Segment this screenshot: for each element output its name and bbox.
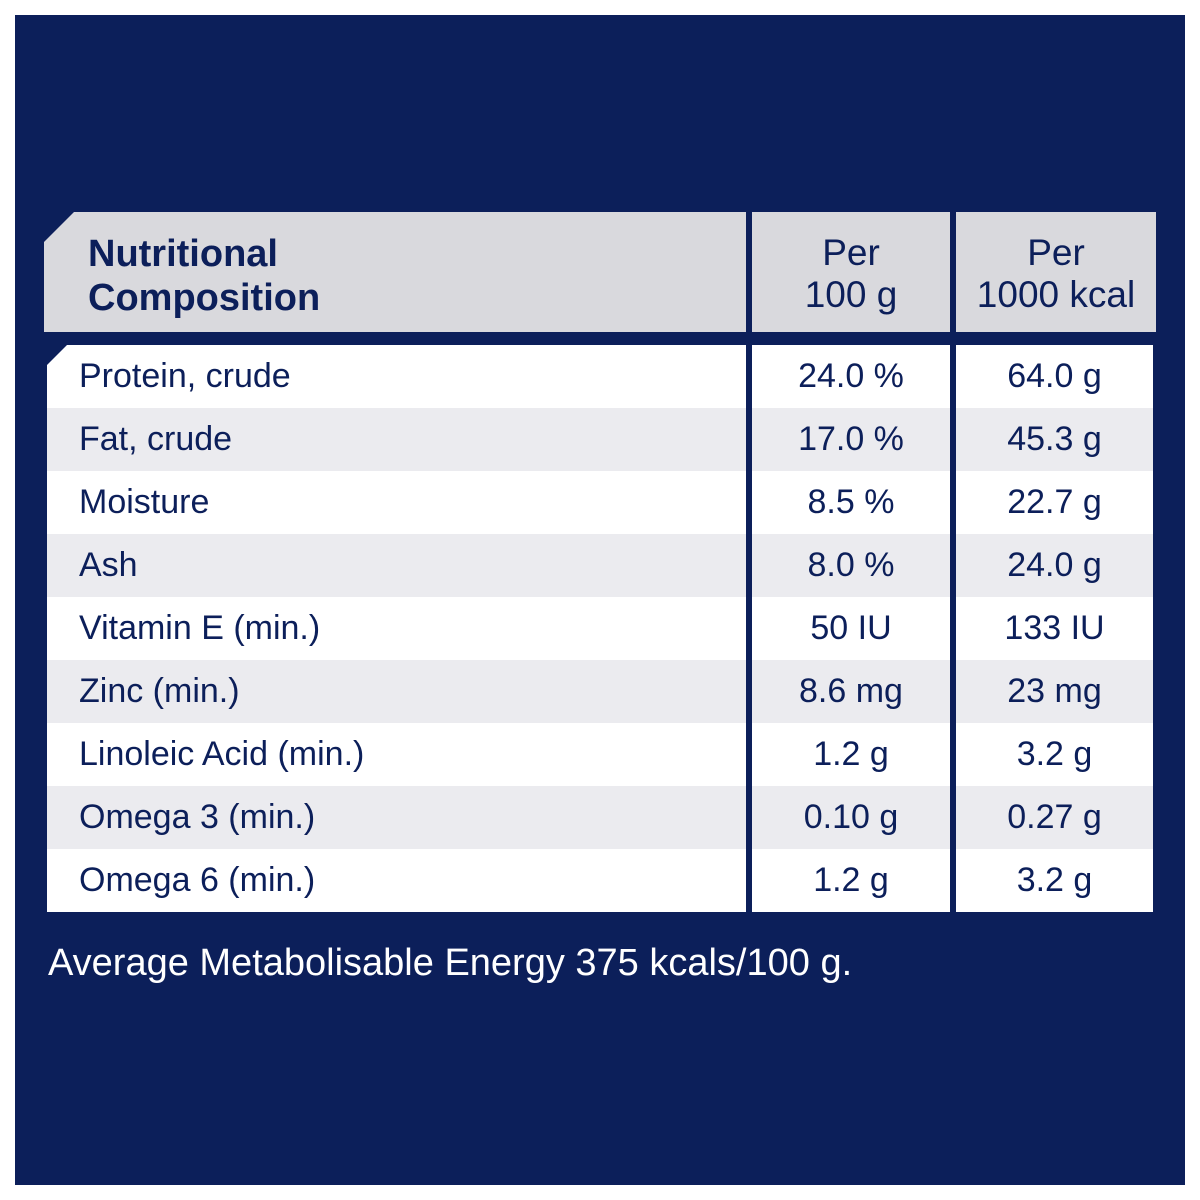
nutrient-name: Ash — [47, 534, 746, 597]
value-per-1000kcal: 45.3 g — [956, 408, 1153, 471]
header-line: Composition — [88, 277, 321, 319]
value-per-100g: 8.0 % — [752, 534, 950, 597]
table-row: Zinc (min.) 8.6 mg 23 mg — [47, 660, 1153, 723]
value-per-1000kcal: 22.7 g — [956, 471, 1153, 534]
nutrient-name: Fat, crude — [47, 408, 746, 471]
table-row: Ash 8.0 % 24.0 g — [47, 534, 1153, 597]
header-line: Nutritional — [88, 233, 278, 275]
header-per-1000kcal: Per 1000 kcal — [956, 212, 1156, 332]
value-per-100g: 0.10 g — [752, 786, 950, 849]
value-per-100g: 50 IU — [752, 597, 950, 660]
value-per-100g: 8.6 mg — [752, 660, 950, 723]
table-row: Vitamin E (min.) 50 IU 133 IU — [47, 597, 1153, 660]
table-row: Omega 6 (min.) 1.2 g 3.2 g — [47, 849, 1153, 912]
value-per-100g: 24.0 % — [752, 345, 950, 408]
value-per-100g: 1.2 g — [752, 723, 950, 786]
nutrient-name: Omega 3 (min.) — [47, 786, 746, 849]
nutrition-table-body: Protein, crude 24.0 % 64.0 g Fat, crude 17.0… — [47, 345, 1153, 915]
nutrient-name: Zinc (min.) — [47, 660, 746, 723]
header-line: Per — [822, 232, 880, 273]
header-line: 1000 kcal — [976, 274, 1136, 315]
table-row: Linoleic Acid (min.) 1.2 g 3.2 g — [47, 723, 1153, 786]
value-per-100g: 17.0 % — [752, 408, 950, 471]
value-per-1000kcal: 3.2 g — [956, 723, 1153, 786]
value-per-1000kcal: 64.0 g — [956, 345, 1153, 408]
nutrient-name: Vitamin E (min.) — [47, 597, 746, 660]
value-per-1000kcal: 133 IU — [956, 597, 1153, 660]
table-row: Omega 3 (min.) 0.10 g 0.27 g — [47, 786, 1153, 849]
value-per-100g: 8.5 % — [752, 471, 950, 534]
energy-footnote: Average Metabolisable Energy 375 kcals/1… — [48, 942, 853, 984]
value-per-1000kcal: 0.27 g — [956, 786, 1153, 849]
value-per-1000kcal: 23 mg — [956, 660, 1153, 723]
nutrient-name: Protein, crude — [47, 345, 746, 408]
table-row: Protein, crude 24.0 % 64.0 g — [47, 345, 1153, 408]
header-line: 100 g — [804, 274, 898, 315]
nutrient-name: Linoleic Acid (min.) — [47, 723, 746, 786]
value-per-1000kcal: 24.0 g — [956, 534, 1153, 597]
table-row: Fat, crude 17.0 % 45.3 g — [47, 408, 1153, 471]
value-per-100g: 1.2 g — [752, 849, 950, 912]
table-row: Moisture 8.5 % 22.7 g — [47, 471, 1153, 534]
nutrient-name: Moisture — [47, 471, 746, 534]
header-per-100g: Per 100 g — [752, 212, 950, 332]
nutrient-name: Omega 6 (min.) — [47, 849, 746, 912]
value-per-1000kcal: 3.2 g — [956, 849, 1153, 912]
header-nutritional-composition: Nutritional Composition — [44, 212, 746, 332]
header-line: Per — [1027, 232, 1085, 273]
